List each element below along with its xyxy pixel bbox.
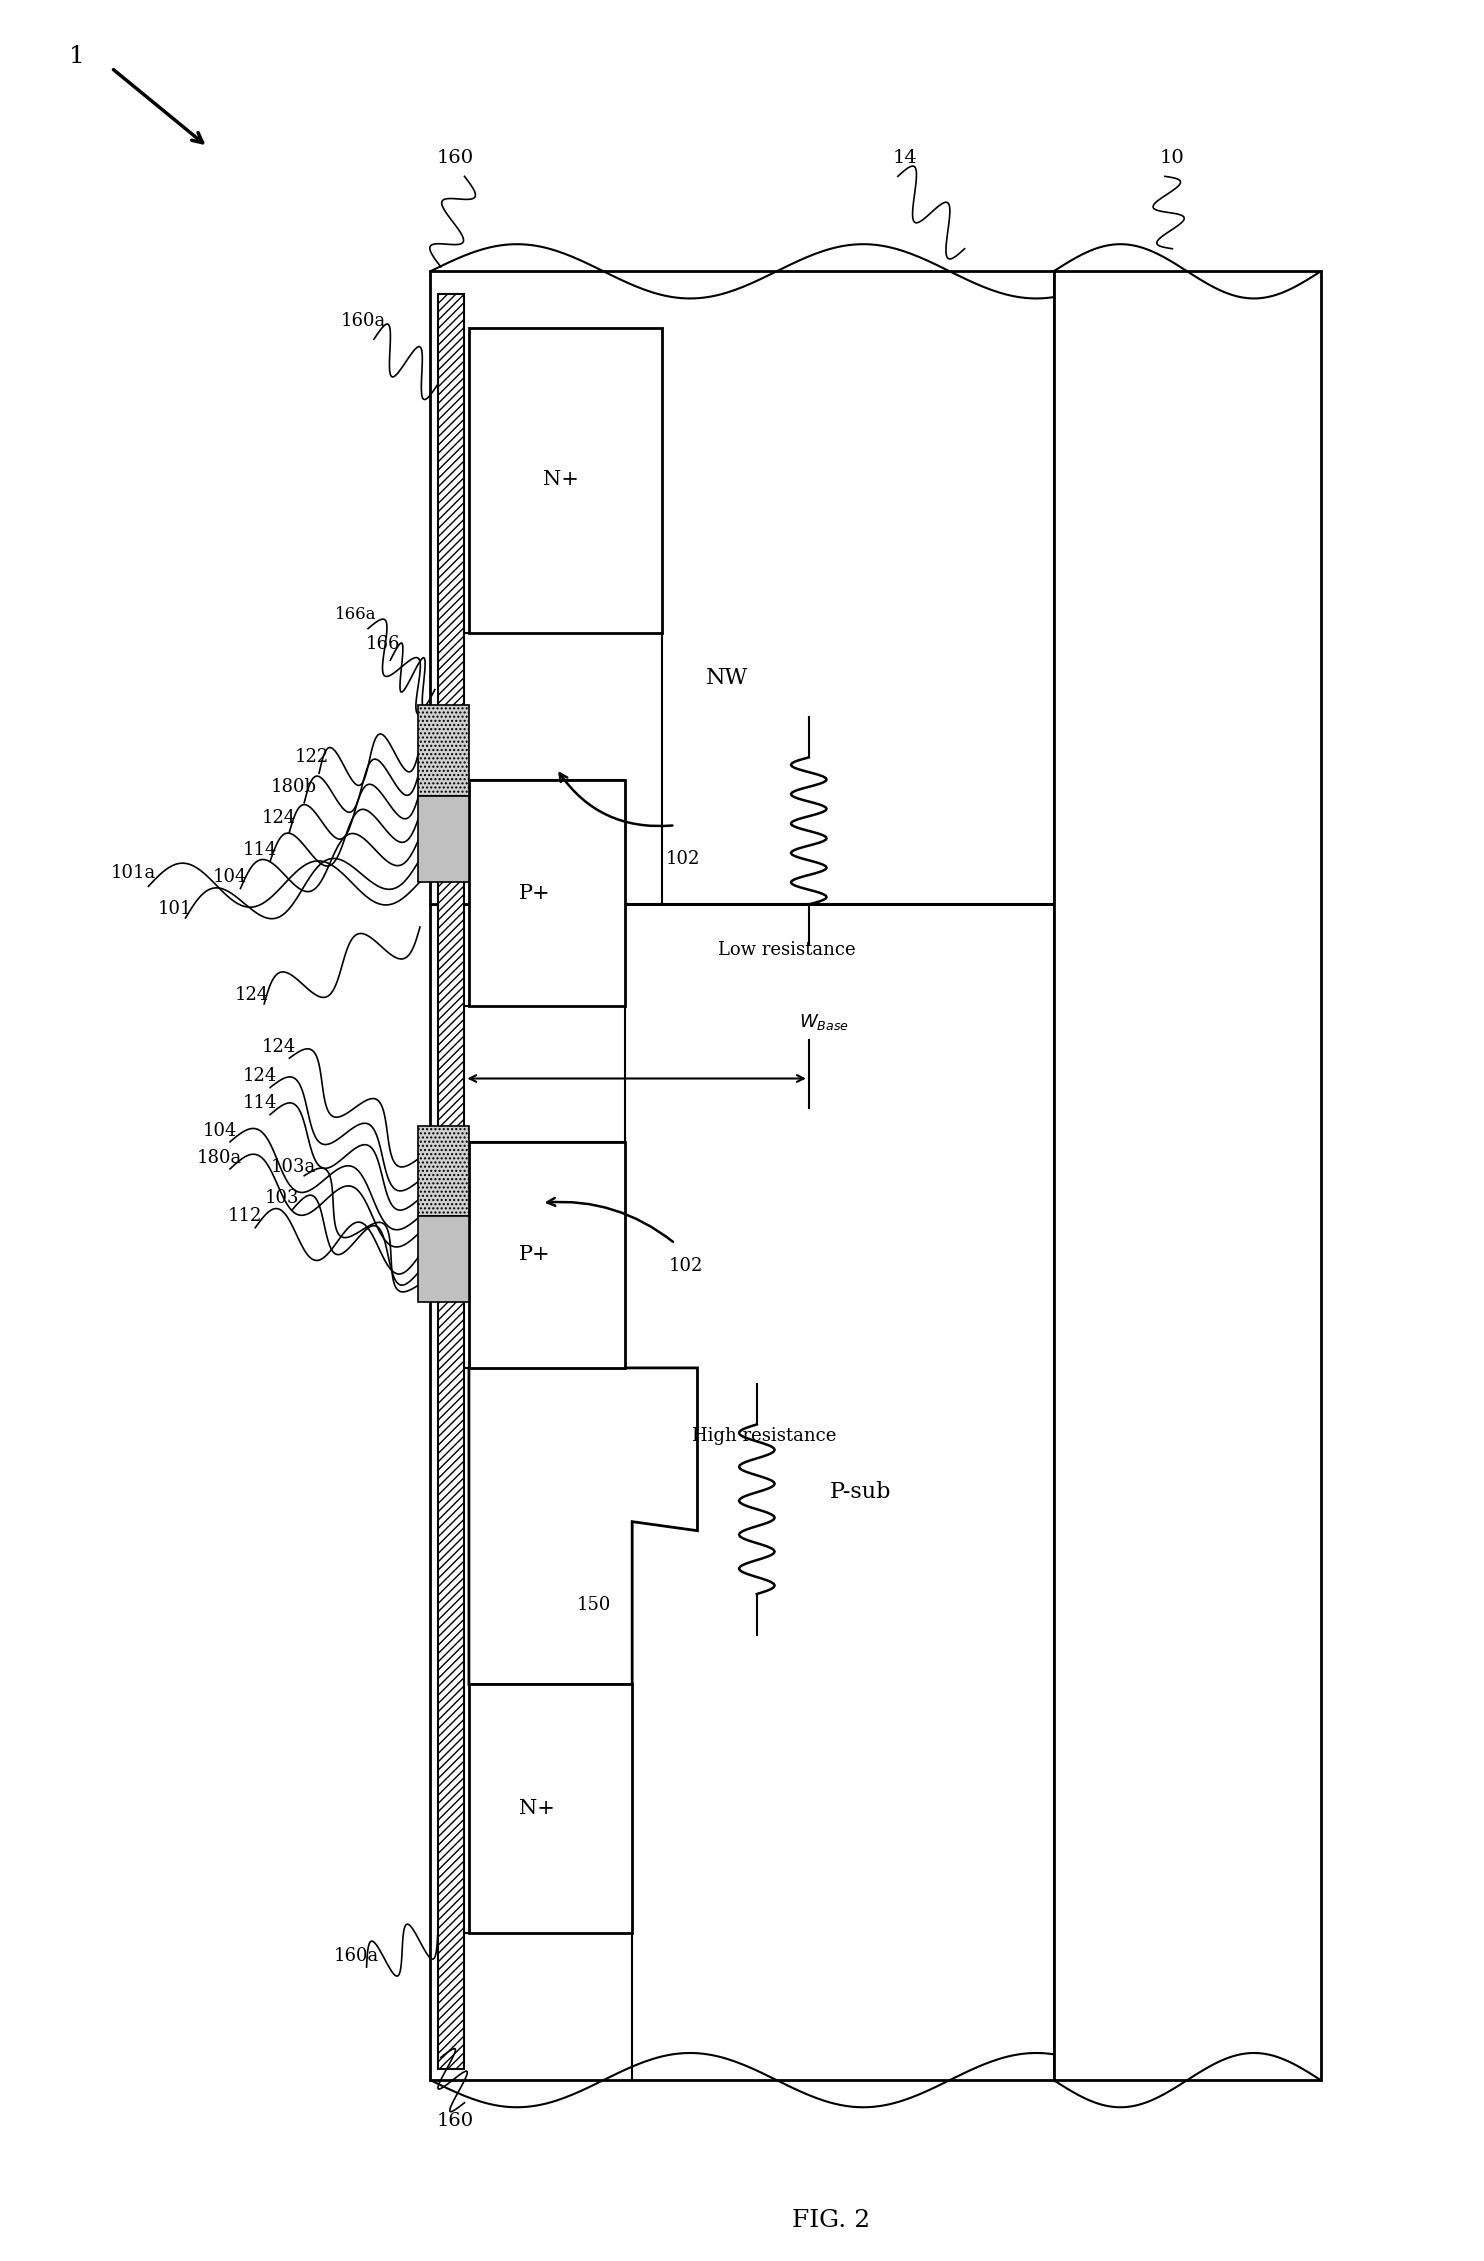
Text: 112: 112 (227, 1207, 263, 1225)
Text: 122: 122 (294, 748, 329, 766)
Bar (418, 1126, 469, 1216)
Text: P+: P+ (518, 884, 551, 902)
Text: P+: P+ (518, 1246, 551, 1264)
Text: 180b: 180b (272, 778, 316, 796)
Text: 1: 1 (70, 45, 85, 68)
Text: P-sub: P-sub (830, 1481, 892, 1504)
Bar (438, 294, 464, 2069)
Text: 101: 101 (157, 900, 193, 918)
Text: 180a: 180a (197, 1149, 242, 1167)
Bar (430, 904, 1054, 2080)
Text: N+: N+ (543, 470, 579, 488)
Bar (469, 780, 625, 1006)
Text: 101a: 101a (111, 864, 156, 882)
Text: 102: 102 (665, 850, 700, 868)
Text: 166a: 166a (335, 606, 377, 624)
Bar (1054, 271, 1321, 2080)
Text: 160a: 160a (341, 312, 386, 330)
Text: 103: 103 (264, 1189, 300, 1207)
Text: $W_{Base}$: $W_{Base}$ (798, 1013, 849, 1031)
Text: FIG. 2: FIG. 2 (792, 2209, 870, 2232)
Text: 150: 150 (576, 1596, 611, 1614)
Bar (418, 796, 469, 882)
Text: 124: 124 (234, 986, 270, 1004)
Bar (469, 1684, 632, 1933)
Text: 104: 104 (202, 1121, 237, 1140)
Text: High resistance: High resistance (692, 1427, 837, 1445)
Bar (418, 705, 469, 796)
Text: 114: 114 (242, 841, 278, 859)
Text: 10: 10 (1160, 149, 1184, 167)
Bar (430, 271, 1054, 904)
Bar (469, 1142, 625, 1368)
Text: 102: 102 (668, 1257, 703, 1275)
Text: 124: 124 (242, 1067, 278, 1085)
Text: 160a: 160a (334, 1947, 378, 1965)
Text: 124: 124 (261, 809, 297, 828)
Text: Low resistance: Low resistance (718, 941, 855, 959)
Text: 104: 104 (212, 868, 248, 886)
Text: 114: 114 (242, 1094, 278, 1112)
Text: 160: 160 (436, 2112, 475, 2130)
Bar (469, 328, 662, 633)
Text: NW: NW (706, 667, 748, 690)
Bar (418, 1216, 469, 1302)
Text: 160: 160 (436, 149, 475, 167)
Text: 166: 166 (365, 635, 401, 653)
Text: N+: N+ (519, 1800, 555, 1818)
Text: 124: 124 (261, 1038, 297, 1056)
Text: 14: 14 (893, 149, 917, 167)
Text: 103a: 103a (272, 1158, 316, 1176)
